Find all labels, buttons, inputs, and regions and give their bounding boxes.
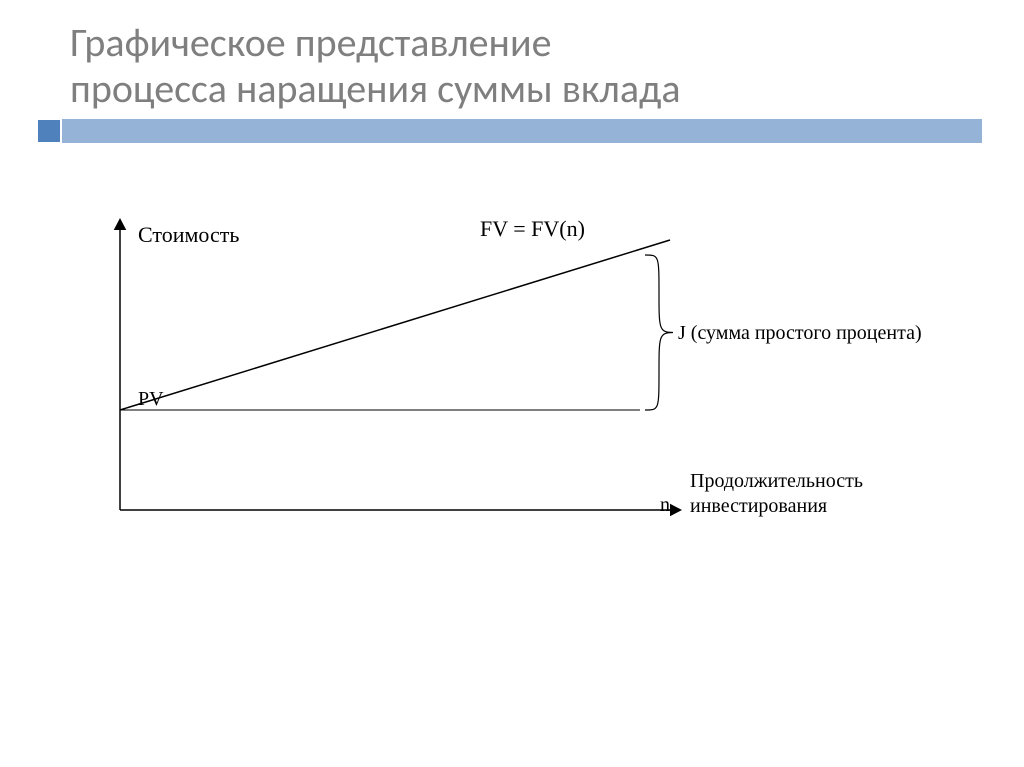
slide-title: Графическое представление процесса наращ… <box>70 20 950 112</box>
title-accent-square-icon <box>38 120 60 142</box>
x-axis-label-1: Продолжительность <box>690 470 863 493</box>
title-line-2: процесса наращения суммы вклада <box>70 64 681 113</box>
diagram-svg <box>80 210 980 560</box>
title-block: Графическое представление процесса наращ… <box>70 20 950 112</box>
x-axis-label-2: инвестирования <box>690 495 827 518</box>
interest-j-label: J (сумма простого процента) <box>678 322 922 345</box>
title-underline-bar <box>62 119 982 143</box>
fv-function-label: FV = FV(n) <box>480 216 585 242</box>
growth-diagram: Стоимость FV = FV(n) PV J (сумма простог… <box>80 210 980 560</box>
pv-label: PV <box>138 388 164 411</box>
slide: Графическое представление процесса наращ… <box>0 0 1024 767</box>
title-line-1: Графическое представление <box>70 18 551 67</box>
n-label: n <box>660 494 670 517</box>
y-axis-label: Стоимость <box>138 222 239 248</box>
